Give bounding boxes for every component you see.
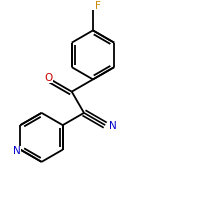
Text: O: O <box>45 73 53 83</box>
Text: F: F <box>95 1 101 11</box>
Text: N: N <box>109 121 117 131</box>
Text: N: N <box>13 146 21 156</box>
